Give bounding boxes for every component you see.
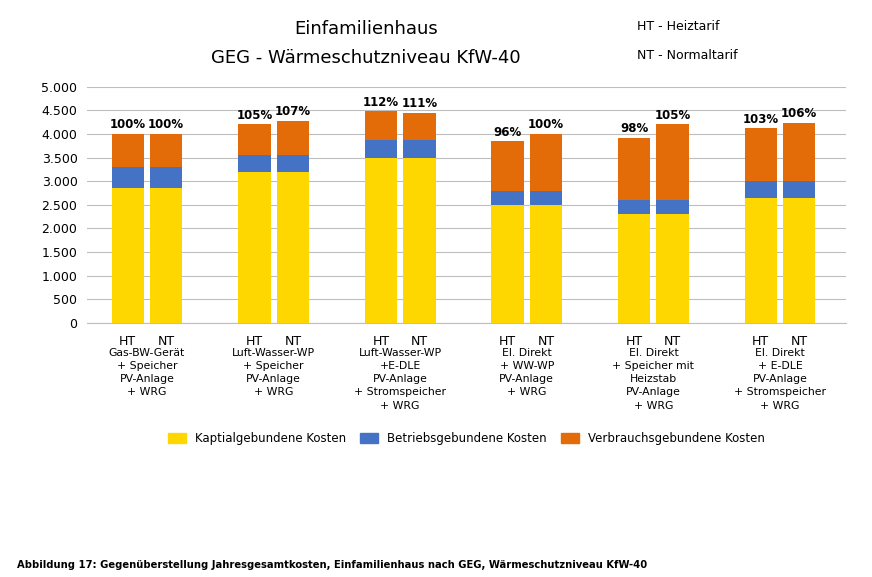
- Bar: [112, 167, 144, 188]
- Text: NT: NT: [664, 335, 681, 349]
- Text: 111%: 111%: [401, 98, 438, 110]
- Text: 112%: 112%: [363, 96, 399, 108]
- Text: NT: NT: [158, 335, 174, 349]
- Text: El. Direkt
+ WW-WP
PV-Anlage
+ WRG: El. Direkt + WW-WP PV-Anlage + WRG: [500, 348, 555, 398]
- Text: 105%: 105%: [655, 109, 691, 122]
- Bar: [530, 205, 562, 323]
- Text: 100%: 100%: [148, 118, 184, 131]
- Bar: [150, 167, 182, 188]
- Bar: [112, 134, 144, 167]
- Bar: [403, 158, 436, 323]
- Text: 100%: 100%: [110, 118, 146, 131]
- Text: NT: NT: [537, 335, 555, 349]
- Text: Gas-BW-Gerät
+ Speicher
PV-Anlage
+ WRG: Gas-BW-Gerät + Speicher PV-Anlage + WRG: [109, 348, 185, 398]
- Bar: [745, 198, 777, 323]
- Text: 98%: 98%: [620, 122, 648, 135]
- Bar: [364, 111, 397, 140]
- Text: 107%: 107%: [275, 105, 311, 118]
- Text: HT: HT: [753, 335, 769, 349]
- Bar: [745, 128, 777, 181]
- Bar: [657, 200, 689, 214]
- Text: Luft-Wasser-WP
+ Speicher
PV-Anlage
+ WRG: Luft-Wasser-WP + Speicher PV-Anlage + WR…: [232, 348, 315, 398]
- Text: HT - Heiztarif: HT - Heiztarif: [637, 20, 719, 33]
- Bar: [783, 181, 815, 198]
- Bar: [491, 141, 524, 190]
- Legend: Kaptialgebundene Kosten, Betriebsgebundene Kosten, Verbrauchsgebundene Kosten: Kaptialgebundene Kosten, Betriebsgebunde…: [163, 427, 770, 449]
- Bar: [657, 125, 689, 200]
- Text: El. Direkt
+ Speicher mit
Heizstab
PV-Anlage
+ WRG: El. Direkt + Speicher mit Heizstab PV-An…: [612, 348, 694, 410]
- Text: HT: HT: [625, 335, 643, 349]
- Text: 106%: 106%: [781, 107, 817, 120]
- Text: HT: HT: [246, 335, 262, 349]
- Bar: [276, 121, 309, 155]
- Text: NT - Normaltarif: NT - Normaltarif: [637, 49, 737, 62]
- Bar: [530, 190, 562, 205]
- Bar: [364, 158, 397, 323]
- Text: HT: HT: [499, 335, 516, 349]
- Text: 105%: 105%: [236, 109, 272, 122]
- Text: HT: HT: [372, 335, 390, 349]
- Bar: [276, 172, 309, 323]
- Bar: [491, 205, 524, 323]
- Bar: [150, 134, 182, 167]
- Text: GEG - Wärmeschutzniveau KfW-40: GEG - Wärmeschutzniveau KfW-40: [211, 49, 521, 67]
- Text: Luft-Wasser-WP
+E-DLE
PV-Anlage
+ Stromspeicher
+ WRG: Luft-Wasser-WP +E-DLE PV-Anlage + Stroms…: [354, 348, 446, 410]
- Text: Abbildung 17: Gegenüberstellung Jahresgesamtkosten, Einfamilienhaus nach GEG, Wä: Abbildung 17: Gegenüberstellung Jahresge…: [17, 560, 648, 570]
- Bar: [276, 155, 309, 172]
- Bar: [530, 134, 562, 190]
- Bar: [618, 214, 651, 323]
- Bar: [150, 188, 182, 323]
- Bar: [745, 181, 777, 198]
- Bar: [238, 125, 270, 155]
- Bar: [491, 190, 524, 205]
- Bar: [238, 172, 270, 323]
- Text: NT: NT: [411, 335, 428, 349]
- Text: 100%: 100%: [528, 118, 564, 131]
- Bar: [403, 113, 436, 140]
- Bar: [657, 214, 689, 323]
- Text: 103%: 103%: [743, 113, 779, 126]
- Bar: [783, 122, 815, 181]
- Bar: [403, 140, 436, 158]
- Bar: [783, 198, 815, 323]
- Bar: [364, 140, 397, 158]
- Text: 96%: 96%: [494, 126, 521, 139]
- Bar: [112, 188, 144, 323]
- Text: NT: NT: [284, 335, 302, 349]
- Bar: [238, 155, 270, 172]
- Text: El. Direkt
+ E-DLE
PV-Anlage
+ Stromspeicher
+ WRG: El. Direkt + E-DLE PV-Anlage + Stromspei…: [734, 348, 826, 410]
- Bar: [618, 200, 651, 214]
- Text: NT: NT: [791, 335, 807, 349]
- Text: HT: HT: [119, 335, 136, 349]
- Bar: [618, 138, 651, 200]
- Text: Einfamilienhaus: Einfamilienhaus: [295, 20, 438, 38]
